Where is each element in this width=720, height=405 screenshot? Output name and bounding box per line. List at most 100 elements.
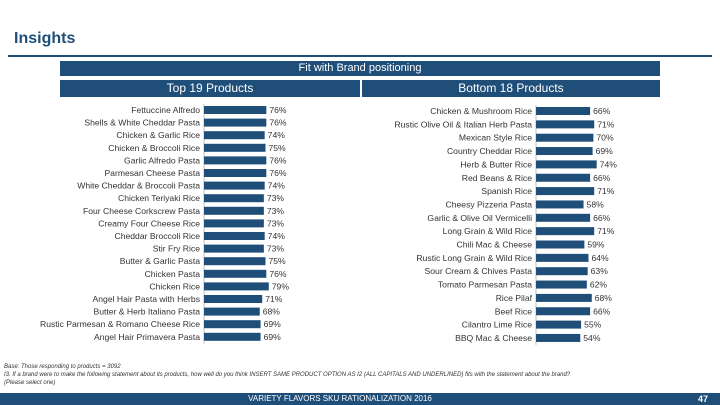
bottom-products-header: Bottom 18 Products [362, 80, 660, 97]
bottom-category-label: Beef Rice [495, 306, 532, 316]
bottom-value-label: 66% [593, 106, 611, 116]
top-value-label: 74% [268, 231, 286, 241]
top-category-label: Angel Hair Primavera Pasta [94, 332, 200, 342]
bottom-value-label: 71% [597, 226, 615, 236]
bottom-value-label: 68% [595, 293, 613, 303]
bottom-value-label: 54% [583, 333, 601, 343]
bottom-value-label: 71% [597, 186, 615, 196]
top-value-label: 73% [267, 193, 285, 203]
bottom-category-label: Tomato Parmesan Pasta [438, 280, 532, 290]
top-value-label: 73% [267, 206, 285, 216]
top-category-label: Fettuccine Alfredo [131, 105, 200, 115]
top-category-label: Shells & White Cheddar Pasta [84, 118, 200, 128]
bottom-value-label: 71% [597, 119, 615, 129]
top-bar [204, 143, 266, 152]
bottom-bar [536, 227, 595, 236]
top-bar [204, 257, 266, 266]
bottom-category-label: Spanish Rice [481, 186, 532, 196]
bottom-category-label: Country Cheddar Rice [447, 146, 532, 156]
bottom-bar [536, 200, 584, 209]
top-category-label: Chicken Pasta [145, 269, 201, 279]
bottom-bar [536, 280, 587, 289]
bottom-bar [536, 293, 592, 302]
top-bar [204, 282, 269, 291]
top-category-label: Chicken Rice [149, 281, 200, 291]
bottom-bar [536, 107, 591, 115]
bottom-value-label: 70% [596, 133, 614, 143]
bottom-bar [536, 307, 591, 316]
top-bar [204, 295, 263, 303]
top-category-label: Butter & Garlic Pasta [120, 256, 200, 266]
top-bar [204, 169, 267, 177]
bottom-category-label: Sour Cream & Chives Pasta [425, 266, 533, 276]
bottom-category-label: Herb & Butter Rice [460, 159, 532, 169]
bottom-category-label: Cheesy Pizzeria Pasta [446, 199, 533, 209]
bottom-category-label: Red Beans & Rice [462, 173, 532, 183]
bottom-category-label: Chili Mac & Cheese [457, 240, 533, 250]
bottom-bar [536, 253, 589, 262]
top-bar [204, 332, 261, 341]
bottom-value-label: 63% [591, 266, 609, 276]
bottom-category-label: Cilantro Lime Rice [462, 320, 532, 330]
title-divider [8, 55, 712, 57]
bottom-value-label: 59% [587, 240, 605, 250]
top-bar [204, 194, 264, 203]
bottom-value-label: 66% [593, 173, 611, 183]
top-category-label: Creamy Four Cheese Rice [98, 218, 200, 228]
top-category-label: Stir Fry Rice [153, 244, 200, 254]
top-category-label: White Cheddar & Broccoli Pasta [77, 181, 200, 191]
top-value-label: 68% [263, 307, 281, 317]
top-category-label: Chicken & Broccoli Rice [108, 143, 200, 153]
top-value-label: 73% [267, 218, 285, 228]
top-bar [204, 232, 265, 240]
top-bar [204, 106, 267, 114]
bottom-category-label: Chicken & Mushroom Rice [430, 106, 532, 116]
top-value-label: 75% [269, 256, 287, 266]
top-value-label: 71% [265, 294, 283, 304]
top-bar [204, 269, 267, 278]
question-line: I3. If a brand were to make the followin… [4, 372, 571, 378]
bottom-value-label: 62% [590, 280, 608, 290]
top-value-label: 76% [269, 105, 287, 115]
bottom-bar [536, 173, 591, 182]
top-value-label: 75% [269, 143, 287, 153]
bottom-bar [536, 120, 595, 129]
top-value-label: 69% [264, 332, 282, 342]
top-bar [204, 219, 264, 228]
top-value-label: 76% [269, 168, 287, 178]
top-bar [204, 156, 267, 165]
bottom-category-label: BBQ Mac & Cheese [455, 333, 532, 343]
top-category-label: Parmesan Cheese Pasta [104, 168, 200, 178]
bottom-category-label: Rustic Long Grain & Wild Rice [416, 253, 532, 263]
bottom-bar [536, 333, 581, 342]
top-bar [204, 307, 260, 316]
top-category-label: Garlic Alfredo Pasta [124, 155, 200, 165]
top-value-label: 76% [269, 118, 287, 128]
top-category-label: Butter & Herb Italiano Pasta [93, 307, 200, 317]
top-bar [204, 131, 265, 140]
top-products-header: Top 19 Products [60, 80, 360, 97]
top-value-label: 79% [272, 281, 290, 291]
bottom-bar [536, 213, 591, 222]
bottom-category-label: Rustic Olive Oil & Italian Herb Pasta [394, 119, 532, 129]
top-bar [204, 206, 264, 215]
chart-banner: Fit with Brand positioning [60, 61, 660, 76]
base-line: Base: Those responding to products = 309… [4, 364, 121, 370]
top-category-label: Chicken Teriyaki Rice [118, 193, 200, 203]
bottom-bar [536, 240, 585, 249]
top-value-label: 76% [269, 155, 287, 165]
bottom-category-label: Mexican Style Rice [459, 133, 532, 143]
top-bar [204, 118, 267, 127]
instruction-line: (Please select one) [4, 380, 56, 386]
page-number: 47 [697, 394, 708, 404]
bottom-bar [536, 160, 597, 169]
bottom-value-label: 74% [600, 159, 618, 169]
top-category-label: Four Cheese Corkscrew Pasta [83, 206, 200, 216]
page-title: Insights [14, 30, 76, 47]
bottom-value-label: 55% [584, 320, 602, 330]
bottom-value-label: 66% [593, 306, 611, 316]
top-category-label: Angel Hair Pasta with Herbs [93, 294, 200, 304]
bottom-value-label: 58% [587, 199, 605, 209]
top-category-label: Rustic Parmesan & Romano Cheese Rice [40, 319, 200, 329]
footer-bar: VARIETY FLAVORS SKU RATIONALIZATION 2016… [0, 393, 720, 405]
